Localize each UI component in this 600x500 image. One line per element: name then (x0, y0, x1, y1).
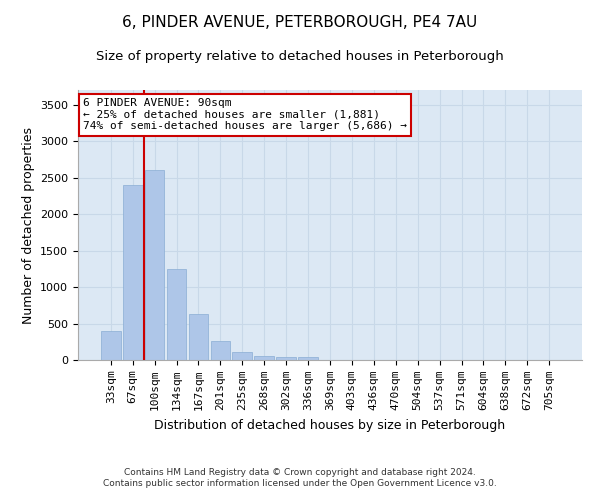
Bar (211, 342, 230, 360)
Bar (254, 356, 274, 360)
Bar (123, 185, 143, 360)
Bar (188, 314, 208, 360)
Bar (101, 331, 121, 360)
Y-axis label: Number of detached properties: Number of detached properties (22, 126, 35, 324)
Bar (298, 358, 318, 360)
Bar (232, 352, 252, 360)
Bar (276, 356, 296, 360)
Text: Size of property relative to detached houses in Peterborough: Size of property relative to detached ho… (96, 50, 504, 63)
Text: 6, PINDER AVENUE, PETERBOROUGH, PE4 7AU: 6, PINDER AVENUE, PETERBOROUGH, PE4 7AU (122, 15, 478, 30)
X-axis label: Distribution of detached houses by size in Peterborough: Distribution of detached houses by size … (154, 418, 506, 432)
Bar (167, 269, 187, 360)
Text: 6 PINDER AVENUE: 90sqm
← 25% of detached houses are smaller (1,881)
74% of semi-: 6 PINDER AVENUE: 90sqm ← 25% of detached… (83, 98, 407, 132)
Text: Contains HM Land Registry data © Crown copyright and database right 2024.
Contai: Contains HM Land Registry data © Crown c… (103, 468, 497, 487)
Bar (145, 170, 164, 360)
